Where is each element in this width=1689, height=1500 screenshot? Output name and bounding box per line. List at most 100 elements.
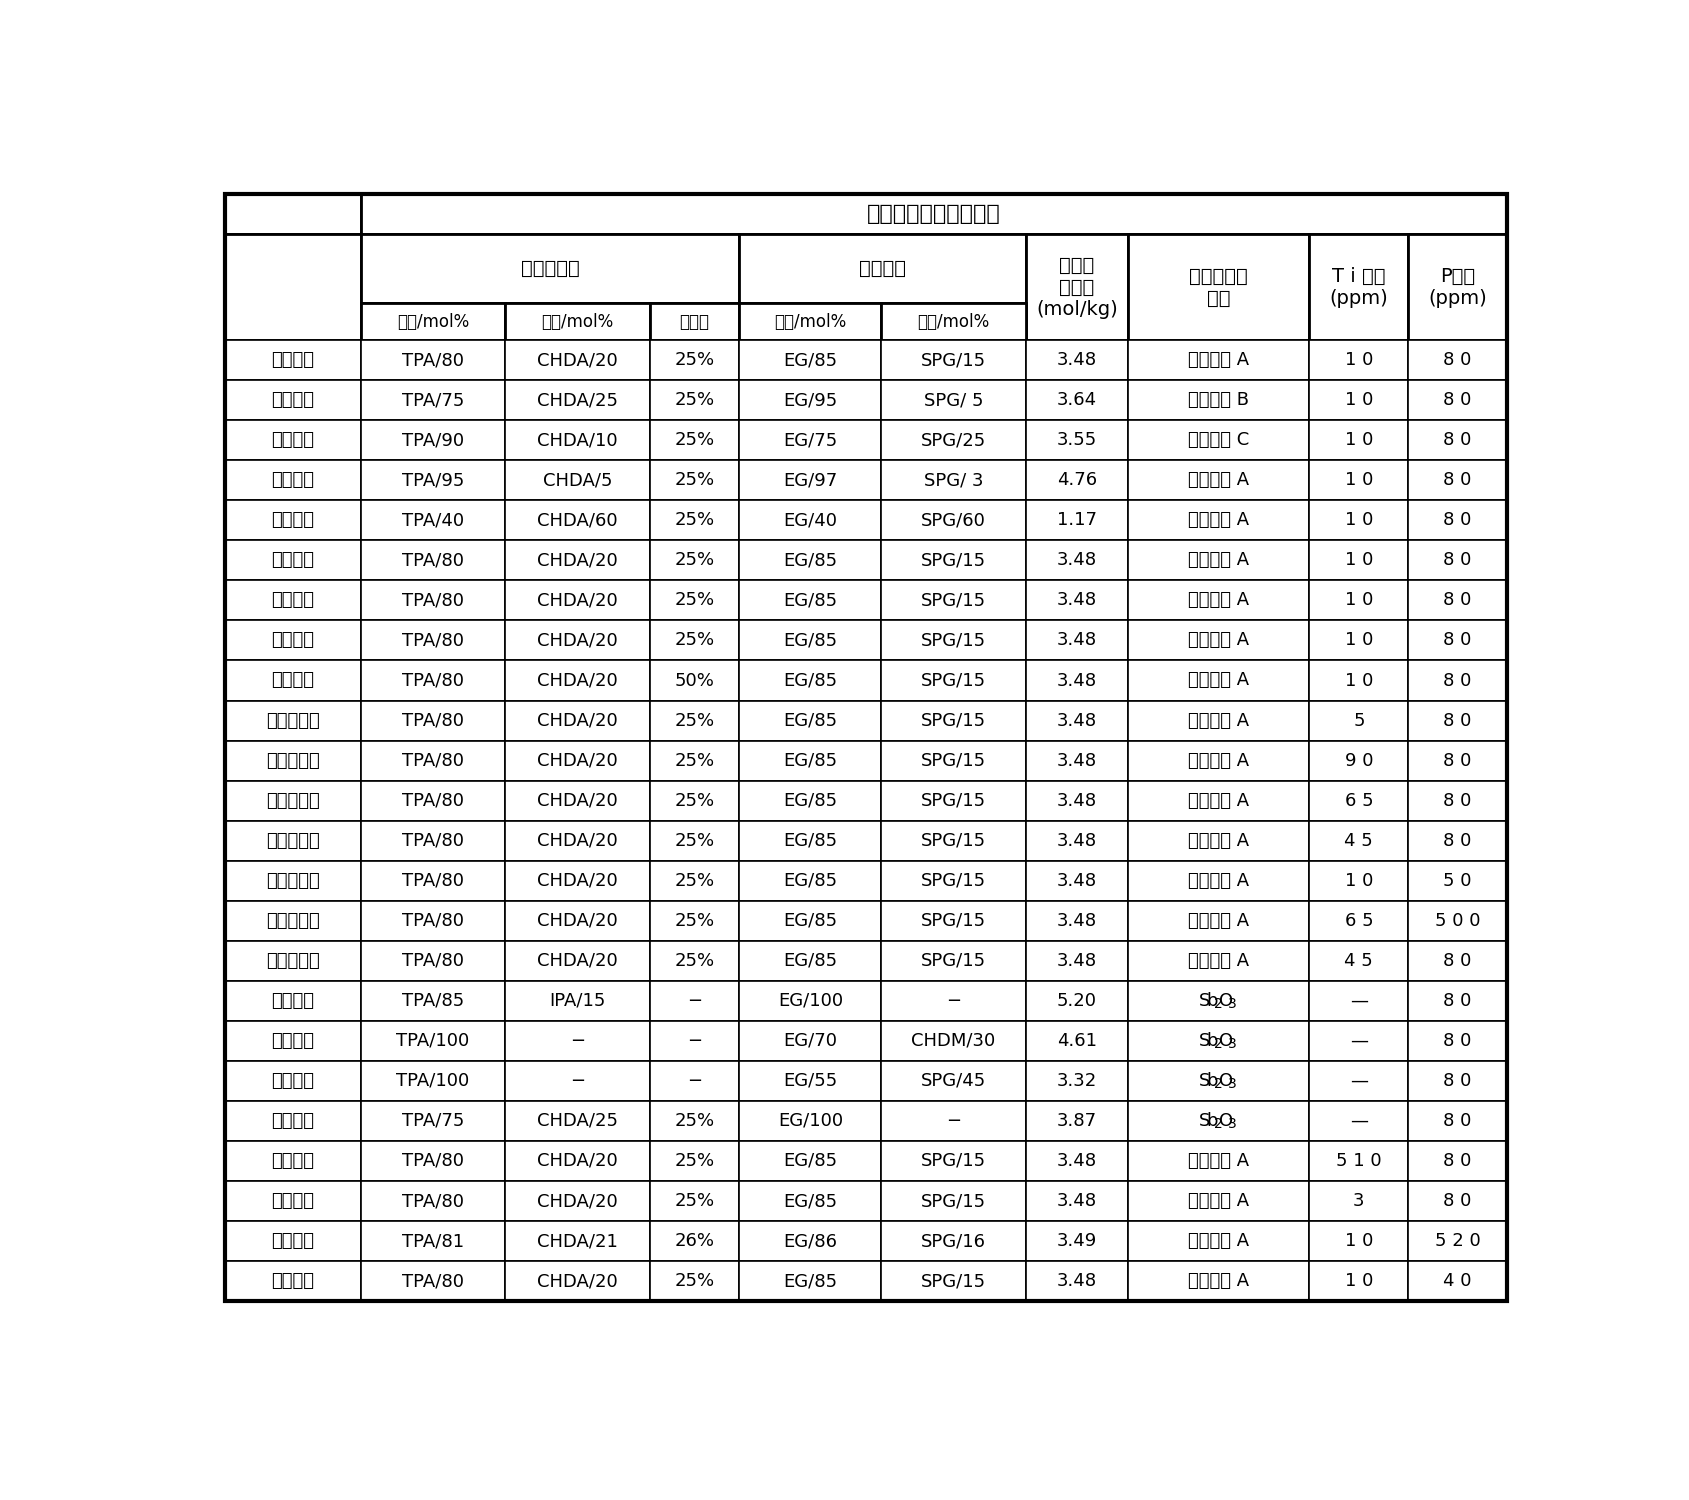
Bar	[225, 234, 360, 340]
Text: 25%: 25%	[674, 552, 714, 570]
Text: CHDA/20: CHDA/20	[537, 672, 618, 690]
Bar	[880, 741, 1025, 780]
Text: 针催化剂 A: 针催化剂 A	[1187, 912, 1248, 930]
Text: EG/85: EG/85	[782, 552, 836, 570]
Text: O: O	[1218, 1112, 1233, 1130]
Bar	[649, 780, 740, 820]
Bar	[740, 380, 880, 420]
Bar	[1309, 1221, 1407, 1262]
Bar	[505, 340, 649, 380]
Bar	[740, 621, 880, 660]
Text: 种类/mol%: 种类/mol%	[917, 312, 990, 330]
Bar	[649, 700, 740, 741]
Text: 1.17: 1.17	[1056, 512, 1096, 530]
Text: EG/85: EG/85	[782, 632, 836, 650]
Text: S: S	[1199, 992, 1209, 1010]
Bar	[225, 420, 360, 460]
Bar	[740, 501, 880, 540]
Bar	[1128, 1180, 1309, 1221]
Bar	[1407, 1101, 1507, 1142]
Text: 25%: 25%	[674, 1112, 714, 1130]
Text: b: b	[1206, 1072, 1216, 1090]
Text: 实施例９: 实施例９	[272, 672, 314, 690]
Text: IPA/15: IPA/15	[549, 992, 605, 1010]
Text: 针催化剂 A: 针催化剂 A	[1187, 351, 1248, 369]
Bar	[1025, 940, 1128, 981]
Bar	[225, 780, 360, 820]
Text: 5.20: 5.20	[1056, 992, 1096, 1010]
Text: 2: 2	[1214, 998, 1223, 1011]
Text: SPG/15: SPG/15	[921, 912, 985, 930]
Bar	[505, 1142, 649, 1180]
Text: TPA/80: TPA/80	[402, 1152, 463, 1170]
Text: 1 0: 1 0	[1344, 351, 1371, 369]
Text: 8 0: 8 0	[1442, 632, 1471, 650]
Text: 3.48: 3.48	[1056, 351, 1096, 369]
Bar	[360, 741, 505, 780]
Bar	[1025, 1180, 1128, 1221]
Bar	[505, 1221, 649, 1262]
Text: 聚酯树脂组合物的组成: 聚酯树脂组合物的组成	[866, 204, 1000, 224]
Bar	[1128, 420, 1309, 460]
Bar	[1407, 1060, 1507, 1101]
Text: TPA/80: TPA/80	[402, 632, 463, 650]
Bar	[225, 380, 360, 420]
Bar	[505, 1180, 649, 1221]
Text: SPG/15: SPG/15	[921, 1152, 985, 1170]
Text: TPA/75: TPA/75	[402, 392, 464, 410]
Text: TPA/95: TPA/95	[402, 471, 464, 489]
Text: TPA/80: TPA/80	[402, 552, 463, 570]
Bar	[649, 1262, 740, 1300]
Text: SPG/15: SPG/15	[921, 632, 985, 650]
Text: CHDA/20: CHDA/20	[537, 632, 618, 650]
Text: CHDA/20: CHDA/20	[537, 591, 618, 609]
Text: 实施例１３: 实施例１３	[265, 831, 319, 849]
Text: 5 1 0: 5 1 0	[1336, 1152, 1382, 1170]
Text: 8 0: 8 0	[1442, 392, 1471, 410]
Bar	[505, 700, 649, 741]
Text: EG/85: EG/85	[782, 351, 836, 369]
Text: EG/85: EG/85	[782, 1192, 836, 1210]
Bar	[1025, 1101, 1128, 1142]
Bar	[360, 900, 505, 940]
Bar	[1025, 460, 1128, 501]
Bar	[1407, 580, 1507, 621]
Bar	[1128, 580, 1309, 621]
Bar	[740, 741, 880, 780]
Bar	[1128, 1101, 1309, 1142]
Text: 25%: 25%	[674, 471, 714, 489]
Text: 3.48: 3.48	[1056, 552, 1096, 570]
Bar	[360, 420, 505, 460]
Bar	[1309, 900, 1407, 940]
Bar	[360, 303, 505, 340]
Bar	[505, 940, 649, 981]
Bar	[1309, 700, 1407, 741]
Bar	[225, 501, 360, 540]
Bar	[1309, 340, 1407, 380]
Text: 8 0: 8 0	[1442, 992, 1471, 1010]
Text: 8 0: 8 0	[1442, 1192, 1471, 1210]
Text: 50%: 50%	[674, 672, 714, 690]
Text: —: —	[1350, 1112, 1366, 1130]
Bar	[1407, 700, 1507, 741]
Bar	[1025, 234, 1128, 340]
Text: 3.48: 3.48	[1056, 711, 1096, 729]
Bar	[649, 981, 740, 1022]
Text: 针催化剂 A: 针催化剂 A	[1187, 672, 1248, 690]
Text: 针催化剂 A: 针催化剂 A	[1187, 752, 1248, 770]
Text: 实施例１４: 实施例１４	[265, 871, 319, 889]
Text: 1 0: 1 0	[1344, 672, 1371, 690]
Text: CHDA/5: CHDA/5	[542, 471, 611, 489]
Text: 针催化剂 B: 针催化剂 B	[1187, 392, 1248, 410]
Bar	[505, 981, 649, 1022]
Bar	[1128, 821, 1309, 861]
Text: 8 0: 8 0	[1442, 1072, 1471, 1090]
Text: TPA/40: TPA/40	[402, 512, 464, 530]
Bar	[225, 1060, 360, 1101]
Bar	[1407, 380, 1507, 420]
Text: TPA/100: TPA/100	[395, 1032, 470, 1050]
Bar	[505, 861, 649, 900]
Bar	[225, 700, 360, 741]
Text: 芳香环
摩尔数
(mol/kg): 芳香环 摩尔数 (mol/kg)	[1035, 255, 1116, 318]
Bar	[1025, 821, 1128, 861]
